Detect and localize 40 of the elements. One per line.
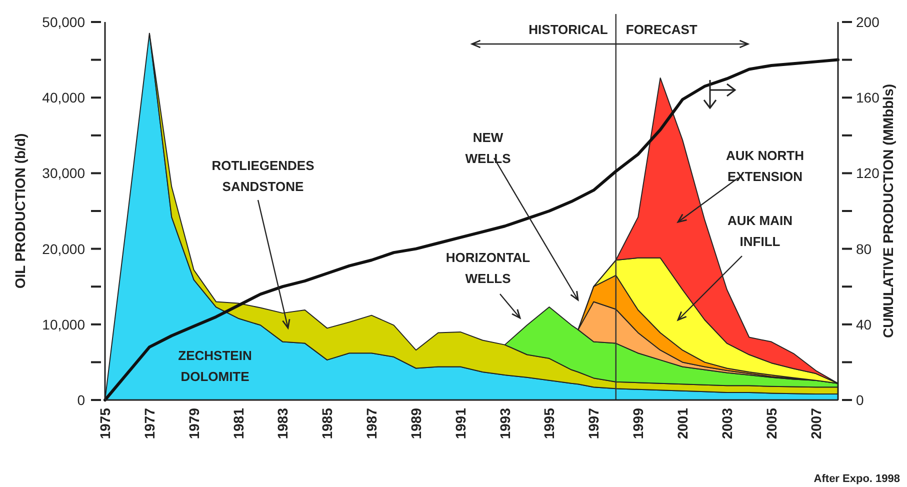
y-axis-title: OIL PRODUCTION (b/d) <box>12 133 28 289</box>
x-tick-label: 1997 <box>586 408 602 440</box>
x-tick-label: 1989 <box>408 408 424 440</box>
y2-tick-label: 160 <box>856 90 880 106</box>
x-tick-label: 2007 <box>808 408 824 440</box>
text: AUK MAIN INFILL <box>728 213 792 249</box>
series-label: ZECHSTEIN DOLOMITE <box>178 348 252 384</box>
y-tick-label: 20,000 <box>42 240 86 257</box>
y-tick-label: 50,000 <box>42 14 86 30</box>
text: AUK NORTH EXTENSION <box>726 148 804 184</box>
y2-tick-label: 0 <box>856 392 864 408</box>
y2-axis-title: CUMULATIVE PRODUCTION (MMbbls) <box>880 84 896 338</box>
x-tick-label: 2005 <box>763 408 780 440</box>
x-tick-label: 1995 <box>541 408 558 440</box>
y-tick-label: 40,000 <box>42 90 86 106</box>
y2-tick-label: 80 <box>856 240 872 257</box>
x-tick-label: 1977 <box>141 408 158 440</box>
y2-tick-label: 120 <box>856 165 880 182</box>
annotation: FORECAST <box>626 22 698 37</box>
x-tick-label: 1985 <box>319 408 336 440</box>
x-tick-label: 1979 <box>186 408 202 440</box>
x-tick-label: 2001 <box>674 408 691 440</box>
annotation: HISTORICAL <box>528 22 608 37</box>
y-tick-label: 0 <box>77 392 86 408</box>
x-tick-label: 1993 <box>496 408 513 440</box>
x-tick-label: 1975 <box>97 408 113 440</box>
y2-tick-label: 40 <box>856 316 872 332</box>
y-tick-label: 10,000 <box>42 316 86 332</box>
text: HORIZONTAL WELLS <box>446 250 530 286</box>
x-tick-label: 1983 <box>274 408 291 440</box>
x-tick-label: 2003 <box>718 408 735 440</box>
y-tick-label: 30,000 <box>42 165 86 182</box>
x-tick-label: 1999 <box>630 408 646 440</box>
y2-tick-label: 200 <box>856 14 880 30</box>
text: After Expo. 1998 <box>814 473 900 485</box>
text: ROTLIEGENDES SANDSTONE <box>212 158 315 194</box>
x-tick-label: 1987 <box>364 408 380 440</box>
text: NEW WELLS <box>465 130 512 166</box>
x-tick-label: 1981 <box>230 408 246 440</box>
x-tick-label: 1991 <box>452 408 468 440</box>
